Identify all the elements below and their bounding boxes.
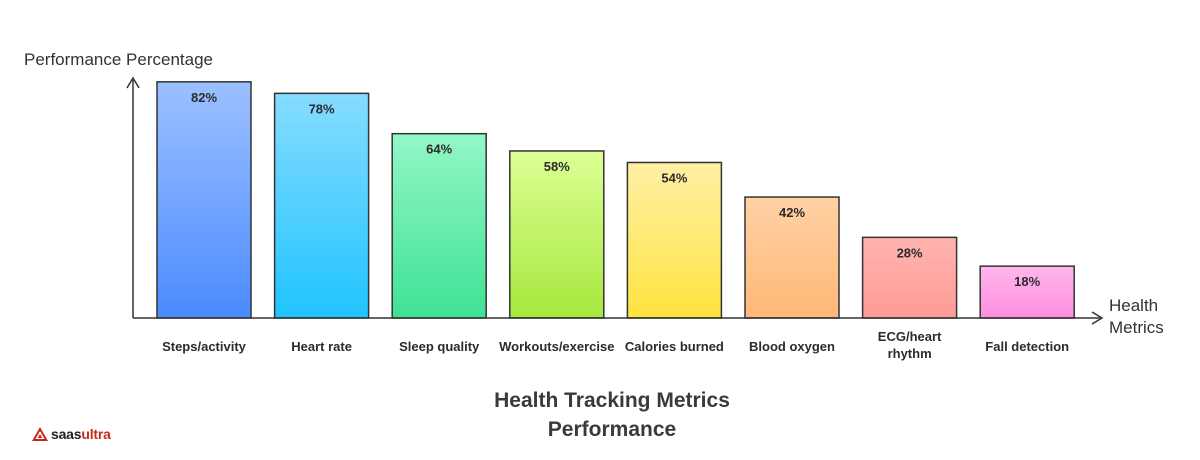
value-label-2: 64% — [426, 142, 452, 157]
x-axis-label-line-1: Health — [1109, 296, 1158, 315]
category-label-6-line-1: ECG/heart — [878, 329, 942, 344]
bar-1 — [273, 92, 370, 319]
category-label-5: Blood oxygen — [749, 339, 835, 354]
y-axis-arrow-icon — [126, 76, 140, 89]
brand-mark-icon — [32, 427, 48, 441]
brand-logo: saasultra — [32, 424, 111, 444]
chart-title-line-1: Health Tracking Metrics — [494, 389, 730, 412]
value-label-3: 58% — [544, 159, 570, 174]
category-label-4: Calories burned — [625, 339, 724, 354]
value-label-0: 82% — [191, 90, 217, 105]
value-label-1: 78% — [309, 101, 335, 116]
value-label-7: 18% — [1014, 274, 1040, 289]
value-label-5: 42% — [779, 205, 805, 220]
value-label-4: 54% — [661, 170, 687, 185]
category-label-2: Sleep quality — [399, 339, 480, 354]
bar-0 — [156, 81, 252, 319]
category-label-3: Workouts/exercise — [499, 339, 614, 354]
bar-6 — [861, 236, 958, 319]
bar-4 — [626, 161, 723, 319]
x-axis-arrow-icon — [1091, 311, 1104, 325]
category-label-6-line-2: rhythm — [888, 346, 932, 361]
brand-name-saas: saas — [51, 426, 82, 442]
chart-title: Health Tracking Metrics Performance — [412, 386, 812, 444]
category-label-7: Fall detection — [985, 339, 1069, 354]
bar-2 — [391, 132, 487, 319]
value-label-6: 28% — [897, 245, 923, 260]
y-axis-label: Performance Percentage — [24, 50, 213, 69]
x-axis-label-line-2: Metrics — [1109, 318, 1164, 337]
bar-3 — [509, 150, 605, 319]
category-label-1: Heart rate — [291, 339, 352, 354]
brand-name-ultra: ultra — [81, 426, 111, 442]
chart-title-line-2: Performance — [547, 418, 677, 441]
bar-chart: Performance Percentage 82% 78% 64% 58% 54% 42… — [24, 50, 1164, 361]
bar-5 — [744, 196, 840, 319]
category-label-0: Steps/activity — [162, 339, 247, 354]
